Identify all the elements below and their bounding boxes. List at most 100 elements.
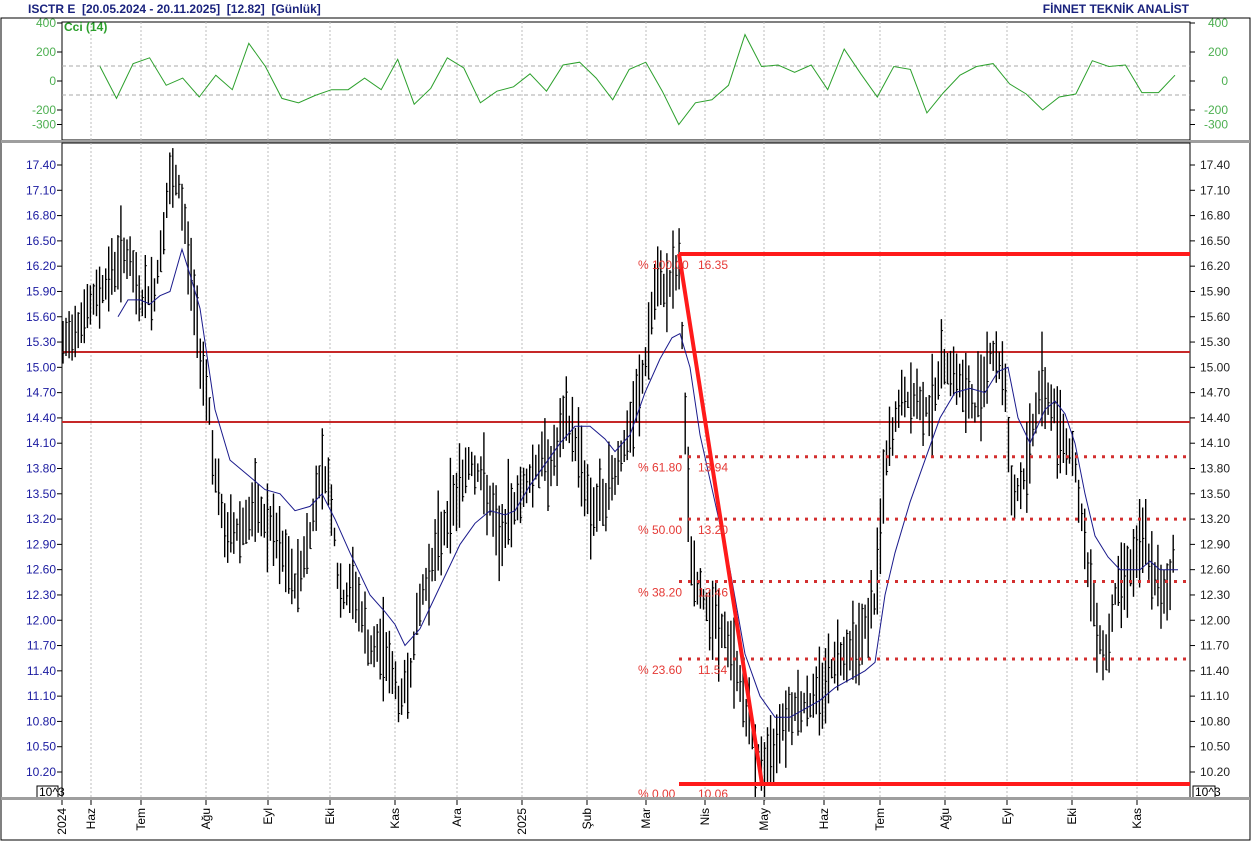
- cci-tick-right: -300: [1204, 118, 1228, 132]
- price-tick-left: 16.50: [26, 234, 56, 248]
- time-axis-label: Eyl: [1000, 808, 1014, 825]
- price-tick-left: 12.30: [26, 588, 56, 602]
- fib-level-pct: % 61.80: [638, 461, 682, 475]
- price-tick-left: 13.50: [26, 487, 56, 501]
- price-tick-right: 15.30: [1200, 335, 1230, 349]
- cci-line: [99, 33, 1176, 126]
- price-tick-right: 15.00: [1200, 360, 1230, 374]
- time-axis-label: Eki: [1065, 808, 1079, 825]
- time-axis-label: 2024: [55, 808, 69, 835]
- fib-level-value: 16.35: [698, 258, 728, 272]
- time-axis-label: Şub: [580, 808, 594, 830]
- cci-tick-left: 0: [49, 74, 56, 88]
- price-tick-right: 11.40: [1200, 664, 1229, 678]
- cci-tick-left: 200: [36, 45, 56, 59]
- fib-level-value: 12.46: [698, 585, 728, 599]
- fib-level-pct: % 38.20: [638, 585, 682, 599]
- price-tick-right: 14.70: [1200, 386, 1230, 400]
- price-tick-left: 14.10: [26, 436, 56, 450]
- price-tick-left: 12.00: [26, 613, 56, 627]
- price-tick-right: 12.00: [1200, 613, 1230, 627]
- price-tick-left: 10.50: [26, 740, 56, 754]
- time-axis-label: Tem: [873, 808, 887, 831]
- price-tick-left: 16.80: [26, 209, 56, 223]
- price-tick-right: 13.80: [1200, 462, 1230, 476]
- cci-label: Cci (14): [64, 20, 107, 34]
- price-tick-right: 15.90: [1200, 284, 1230, 298]
- cci-tick-right: -200: [1204, 103, 1228, 117]
- price-tick-left: 17.10: [26, 183, 56, 197]
- price-tick-right: 10.50: [1200, 740, 1230, 754]
- price-tick-left: 14.70: [26, 386, 56, 400]
- price-tick-right: 12.90: [1200, 537, 1230, 551]
- price-tick-left: 11.70: [27, 639, 56, 653]
- time-axis-label: Ağu: [199, 808, 213, 829]
- time-axis-label: Haz: [817, 808, 831, 829]
- cci-tick-left: -300: [32, 118, 56, 132]
- brand-label: FİNNET TEKNİK ANALİST: [1042, 2, 1189, 16]
- time-axis-label: 2025: [515, 808, 529, 835]
- time-axis-label: Kas: [1130, 808, 1144, 829]
- price-tick-left: 13.20: [26, 512, 56, 526]
- chart-title: ISCTR E [20.05.2024 - 20.11.2025] [12.82…: [28, 2, 321, 16]
- time-axis-label: Mar: [639, 808, 653, 829]
- time-axis-label: Kas: [388, 808, 402, 829]
- price-panel: 17.40 17.10 16.80 16.50 16.20 15.90 15.60 15.30…: [26, 142, 1230, 801]
- time-axis-label: Nis: [698, 808, 712, 825]
- cci-tick-left: 400: [36, 16, 56, 30]
- price-tick-right: 13.20: [1200, 512, 1230, 526]
- time-axis-label: Tem: [134, 808, 148, 831]
- price-tick-right: 15.60: [1200, 310, 1230, 324]
- fib-level-value: 13.94: [698, 461, 728, 475]
- price-tick-left: 13.80: [26, 462, 56, 476]
- time-axis: 2024 Haz Tem Ağu Eyl Eki Kas Ara 2025 Şub Mar Nis Ma…: [55, 800, 1144, 835]
- price-tick-right: 17.40: [1200, 158, 1230, 172]
- price-tick-right: 11.70: [1200, 639, 1229, 653]
- price-tick-left: 10.20: [26, 765, 56, 779]
- fib-level-value: 13.20: [698, 523, 728, 537]
- price-tick-left: 15.60: [26, 310, 56, 324]
- scale-badge-left: 10^3: [39, 785, 65, 799]
- time-axis-label: May: [757, 808, 771, 831]
- cci-tick-right: 400: [1208, 16, 1228, 30]
- time-axis-label: Eki: [323, 808, 337, 825]
- time-axis-label: Ağu: [938, 808, 952, 829]
- time-axis-label: Eyl: [261, 808, 275, 825]
- fib-level-pct: % 23.60: [638, 663, 682, 677]
- price-tick-right: 17.10: [1200, 183, 1230, 197]
- price-tick-left: 12.60: [26, 563, 56, 577]
- moving-average-line: [117, 247, 1178, 718]
- time-axis-label: Ara: [450, 808, 464, 827]
- fib-level-pct: % 50.00: [638, 523, 682, 537]
- price-tick-right: 12.30: [1200, 588, 1230, 602]
- price-tick-right: 12.60: [1200, 563, 1230, 577]
- price-tick-left: 15.00: [26, 360, 56, 374]
- price-tick-left: 15.30: [26, 335, 56, 349]
- fib-level-pct: % 100.00: [638, 258, 689, 272]
- cci-tick-left: -200: [32, 103, 56, 117]
- cci-tick-right: 0: [1221, 74, 1228, 88]
- price-tick-left: 11.10: [27, 689, 56, 703]
- fib-level-value: 11.54: [698, 663, 727, 677]
- price-tick-left: 10.80: [26, 714, 56, 728]
- cci-tick-right: 200: [1208, 45, 1228, 59]
- price-tick-left: 11.40: [27, 664, 56, 678]
- price-tick-left: 14.40: [26, 411, 56, 425]
- price-tick-left: 15.90: [26, 284, 56, 298]
- time-axis-label: Haz: [84, 808, 98, 829]
- scale-badge-right: 10^3: [1195, 785, 1221, 799]
- price-tick-left: 16.20: [26, 259, 56, 273]
- price-tick-right: 14.40: [1200, 411, 1230, 425]
- price-tick-right: 16.50: [1200, 234, 1230, 248]
- price-tick-left: 17.40: [26, 158, 56, 172]
- price-tick-right: 16.20: [1200, 259, 1230, 273]
- price-tick-right: 11.10: [1200, 689, 1229, 703]
- price-tick-left: 12.90: [26, 537, 56, 551]
- price-tick-right: 10.20: [1200, 765, 1230, 779]
- price-tick-right: 16.80: [1200, 209, 1230, 223]
- price-tick-right: 13.50: [1200, 487, 1230, 501]
- price-tick-right: 14.10: [1200, 436, 1230, 450]
- price-tick-right: 10.80: [1200, 714, 1230, 728]
